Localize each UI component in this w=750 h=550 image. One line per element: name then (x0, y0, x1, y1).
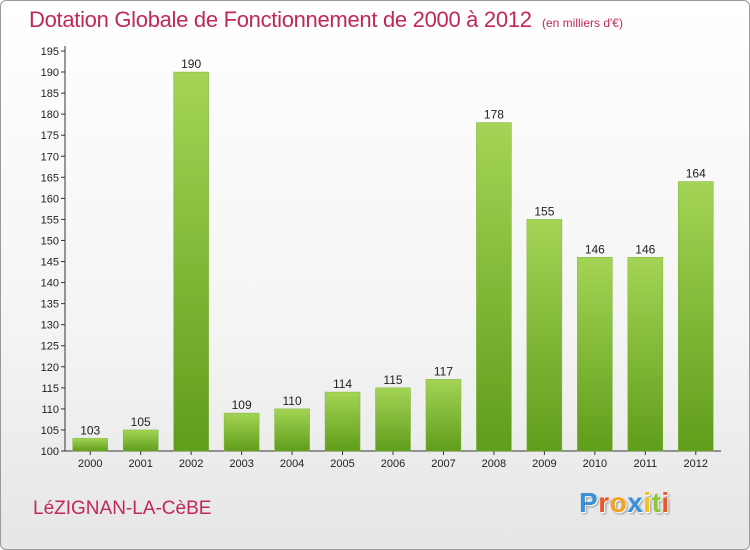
bar (526, 219, 563, 452)
x-tick-label: 2001 (128, 458, 152, 470)
y-tick-label: 180 (41, 109, 59, 121)
x-tick-label: 2010 (583, 458, 607, 470)
bar (223, 412, 260, 452)
logo-letter: i (661, 487, 670, 518)
data-label: 146 (635, 242, 655, 256)
chart-subtitle: (en milliers d'€) (542, 16, 623, 30)
bar (577, 257, 613, 452)
logo-letter: P (579, 487, 599, 518)
bar (375, 387, 411, 452)
data-label: 110 (283, 394, 302, 408)
logo-letter: t (651, 487, 662, 518)
labels: 2000 103 2001 105 2002 190 2003 109 2004 110 2005 1… (78, 57, 708, 470)
data-label: 190 (181, 57, 201, 71)
y-tick-label: 160 (41, 193, 59, 205)
bar (122, 429, 159, 452)
bar (425, 379, 462, 452)
data-label: 178 (484, 108, 504, 122)
y-tick-label: 195 (41, 46, 59, 58)
x-tick-label: 2012 (684, 458, 708, 470)
y-tick-label: 125 (41, 341, 59, 353)
data-label: 115 (383, 373, 402, 387)
bar (678, 181, 714, 452)
data-label: 117 (434, 364, 453, 378)
y-tick-label: 105 (41, 425, 59, 437)
y-tick-label: 135 (41, 299, 59, 311)
y-tick-label: 150 (41, 235, 59, 247)
x-tick-label: 2011 (633, 458, 657, 470)
chart-title: Dotation Globale de Fonctionnement de 20… (29, 7, 532, 32)
logo-letter: i (643, 487, 652, 518)
data-label: 109 (232, 398, 252, 412)
data-label: 155 (534, 204, 554, 218)
x-tick-label: 2002 (179, 458, 203, 470)
y-tick-label: 120 (41, 362, 59, 374)
data-label: 114 (333, 377, 352, 391)
y-tick-label: 175 (41, 130, 59, 142)
data-label: 103 (80, 423, 100, 437)
y-tick-label: 170 (41, 151, 59, 163)
y-tick-label: 115 (41, 383, 59, 395)
logo-letter: r (598, 487, 610, 518)
x-tick-label: 2004 (280, 458, 304, 470)
y-tick-label: 130 (41, 320, 59, 332)
x-tick-label: 2003 (229, 458, 253, 470)
x-tick-label: 2000 (78, 458, 102, 470)
x-tick-label: 2007 (431, 458, 455, 470)
data-label: 164 (686, 167, 706, 181)
x-tick-label: 2009 (532, 458, 556, 470)
y-tick-label: 165 (41, 172, 59, 184)
bar (274, 408, 310, 452)
x-tick-label: 2008 (482, 458, 506, 470)
x-tick-label: 2005 (330, 458, 354, 470)
y-tick-label: 185 (41, 88, 59, 100)
proxiti-logo: Proxiti (579, 487, 670, 519)
y-tick-label: 145 (41, 257, 59, 269)
y-tick-label: 140 (41, 278, 59, 290)
bars (72, 71, 714, 452)
y-tick-label: 110 (41, 404, 59, 416)
y-tick-label: 155 (41, 214, 59, 226)
bar (476, 122, 512, 452)
bar (72, 438, 108, 452)
logo-letter: x (627, 487, 644, 518)
x-tick-label: 2006 (381, 458, 405, 470)
data-label: 105 (131, 415, 151, 429)
logo-letter: o (609, 487, 628, 518)
y-tick-label: 190 (41, 67, 59, 79)
axes: 100 105 110 115 120 125 130 135 140 145 150 155 160 1… (41, 46, 721, 458)
data-label: 146 (585, 242, 605, 256)
y-tick-label: 100 (41, 446, 59, 458)
bar (627, 257, 664, 452)
town-name: LéZIGNAN-LA-CèBE (33, 498, 212, 519)
bar (173, 71, 209, 452)
bar (324, 391, 361, 452)
